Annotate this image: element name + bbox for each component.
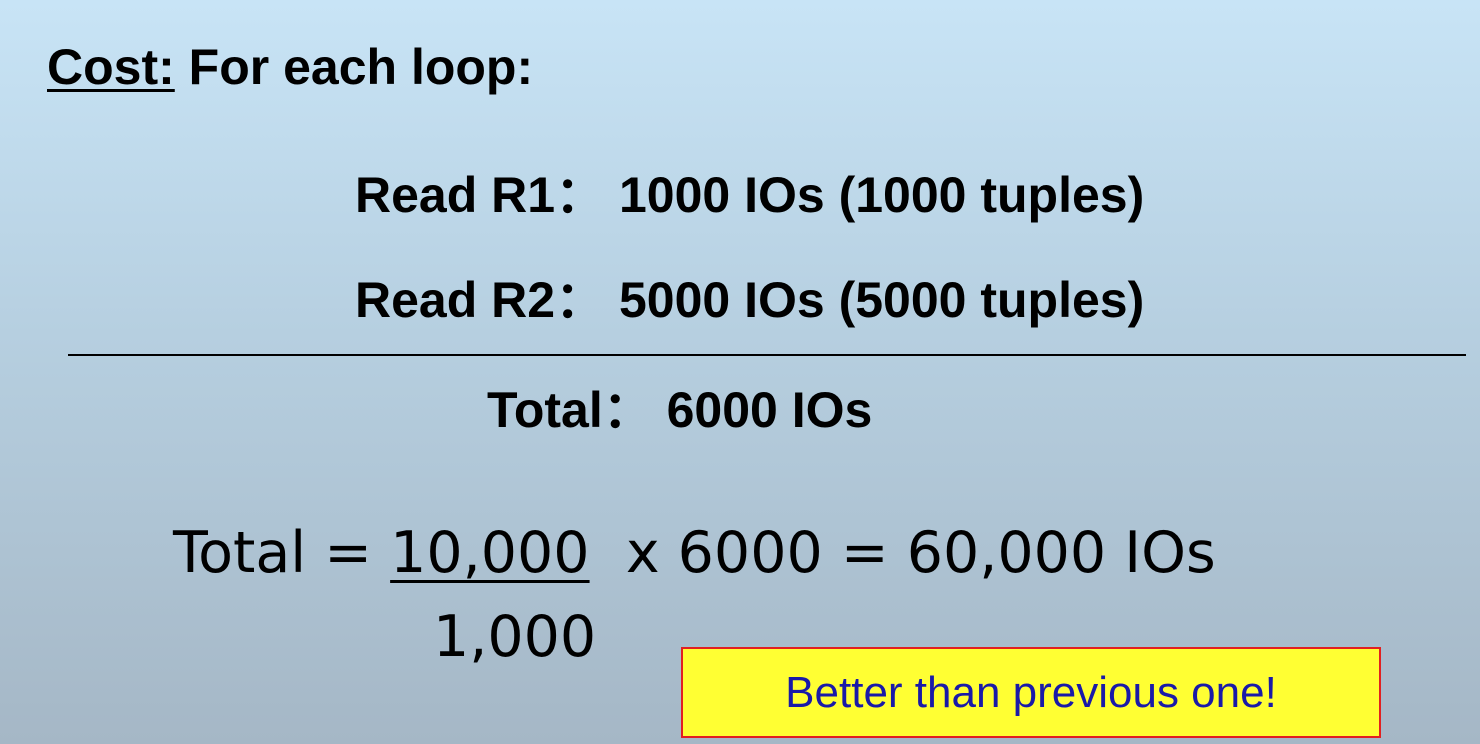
callout-box: Better than previous one! bbox=[681, 647, 1381, 738]
read-r1-label: Read R1 bbox=[355, 167, 556, 223]
read-r2-value: 5000 IOs (5000 tuples) bbox=[605, 272, 1145, 328]
formula-numerator: 10,000 bbox=[390, 520, 590, 586]
formula-suffix: x 6000 = 60,000 IOs bbox=[589, 520, 1216, 586]
read-r2-label: Read R2 bbox=[355, 272, 556, 328]
cost-header-text: For each loop: bbox=[174, 39, 534, 95]
read-r1-separator: ： bbox=[555, 167, 606, 223]
read-r1-line: Read R1： 1000 IOs (1000 tuples) bbox=[355, 155, 1144, 227]
read-r2-separator: ： bbox=[555, 272, 606, 328]
total-line: Total： 6000 IOs bbox=[487, 370, 872, 442]
cost-header: Cost: For each loop: bbox=[47, 38, 533, 96]
sum-divider-line bbox=[68, 354, 1466, 356]
read-r1-value: 1000 IOs (1000 tuples) bbox=[605, 167, 1145, 223]
read-r2-line: Read R2： 5000 IOs (5000 tuples) bbox=[355, 260, 1144, 332]
callout-text: Better than previous one! bbox=[785, 667, 1277, 717]
formula-denominator: 1,000 bbox=[433, 604, 597, 670]
formula-prefix: Total = bbox=[173, 520, 391, 586]
total-separator: ： bbox=[602, 382, 653, 438]
cost-label: Cost: bbox=[47, 39, 175, 95]
total-formula: Total = 10,000 x 6000 = 60,000 IOs bbox=[173, 520, 1216, 586]
total-label: Total bbox=[487, 382, 603, 438]
total-value: 6000 IOs bbox=[652, 382, 873, 438]
